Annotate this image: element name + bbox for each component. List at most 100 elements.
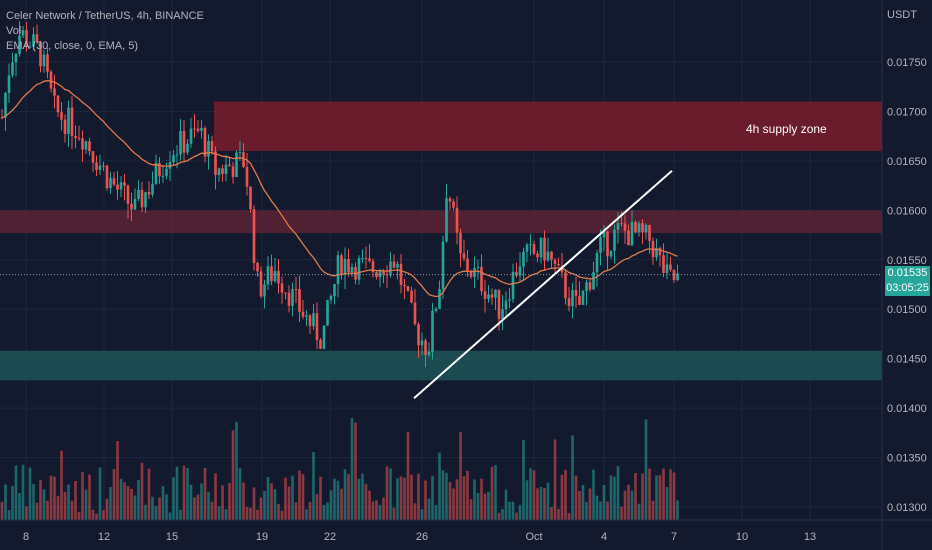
volume-bar <box>326 502 329 520</box>
volume-bar <box>259 497 263 520</box>
volume-bar <box>389 468 392 520</box>
volume-bar <box>109 487 112 520</box>
candle-body <box>161 175 165 177</box>
volume-bar <box>81 471 84 520</box>
volume-bar <box>630 490 634 520</box>
ema-indicator-label[interactable]: EMA (30, close, 0, EMA, 5) <box>6 40 139 52</box>
candle-body <box>70 107 74 137</box>
candle-body <box>536 253 539 258</box>
volume-bar <box>214 473 217 520</box>
volume-bar <box>343 469 347 520</box>
volume-bar <box>536 488 539 520</box>
candle-body <box>441 241 445 290</box>
symbol-title[interactable]: Celer Network / TetherUS, 4h, BINANCE <box>6 10 204 22</box>
candle-body <box>644 224 648 233</box>
volume-bar <box>298 470 301 520</box>
volume-bar <box>567 513 571 520</box>
candle-body <box>172 155 175 163</box>
volume-bar <box>522 440 525 520</box>
volume-bar <box>140 462 144 520</box>
candle-body <box>501 309 504 319</box>
time-tick-label: 7 <box>671 531 677 543</box>
support-zone <box>0 350 882 381</box>
volume-bar <box>175 466 179 520</box>
candle-body <box>322 325 326 349</box>
volume-bar <box>322 504 326 520</box>
candle-body <box>434 308 438 311</box>
volume-bar <box>4 484 7 520</box>
volume-bar <box>35 502 39 520</box>
candle-body <box>347 258 350 273</box>
volume-bar <box>347 474 350 520</box>
candle-body <box>154 163 158 184</box>
volume-bar <box>91 509 95 520</box>
price-tick-label: 0.01400 <box>887 403 927 415</box>
candle-body <box>368 258 371 261</box>
volume-bar <box>417 473 420 520</box>
candle-body <box>427 351 431 356</box>
volume-bar <box>210 501 214 520</box>
volume-bar <box>256 509 259 520</box>
volume-bar <box>655 475 658 520</box>
volume-bar <box>77 512 81 520</box>
candle-body <box>277 270 280 284</box>
candle-body <box>599 237 602 254</box>
candle-body <box>238 152 242 154</box>
volume-bar <box>396 478 399 520</box>
volume-bar <box>130 488 133 520</box>
candle-body <box>522 251 525 267</box>
volume-bar <box>207 491 210 520</box>
candle-body <box>158 163 161 177</box>
volume-bar <box>224 509 228 520</box>
volume-bar <box>280 510 284 520</box>
volume-bar <box>606 501 609 520</box>
price-tick-label: 0.01300 <box>887 502 927 514</box>
volume-bar <box>599 501 602 520</box>
candle-body <box>637 223 641 233</box>
volume-bar <box>287 486 291 520</box>
candle-body <box>452 201 455 208</box>
candle-body <box>455 207 459 233</box>
price-tick-label: 0.01700 <box>887 106 927 118</box>
candle-body <box>487 294 490 299</box>
candle-body <box>525 244 529 252</box>
candle-body <box>473 267 476 277</box>
candle-body <box>301 311 305 317</box>
candle-body <box>81 138 84 150</box>
candle-body <box>340 255 343 275</box>
volume-bar <box>406 432 410 520</box>
candle-body <box>389 261 392 276</box>
candle-body <box>21 30 25 36</box>
volume-bar <box>452 488 455 520</box>
currency-label: USDT <box>887 9 917 21</box>
candle-body <box>623 223 627 231</box>
volume-bar <box>165 494 168 520</box>
candle-body <box>357 258 361 280</box>
volume-indicator-label[interactable]: Vol <box>6 25 22 37</box>
candle-body <box>529 244 532 246</box>
candle-body <box>672 269 676 281</box>
volume-bar <box>354 422 357 520</box>
volume-bar <box>368 490 371 520</box>
volume-bar <box>564 469 567 520</box>
candle-body <box>336 255 340 285</box>
volume-bar <box>557 508 560 520</box>
candle-body <box>147 192 151 195</box>
candle-body <box>77 137 81 139</box>
candle-body <box>406 286 410 291</box>
volume-bar <box>424 480 427 520</box>
candle-body <box>0 117 4 119</box>
candle-body <box>620 222 623 224</box>
candle-body <box>518 266 522 276</box>
candle-body <box>476 267 480 269</box>
candle-body <box>665 264 669 274</box>
volume-bar <box>571 435 574 520</box>
candle-body <box>567 298 571 307</box>
candle-body <box>56 95 60 113</box>
volume-bar <box>333 478 336 520</box>
candle-body <box>207 141 210 157</box>
candle-body <box>329 296 333 300</box>
volume-bar <box>105 498 109 520</box>
